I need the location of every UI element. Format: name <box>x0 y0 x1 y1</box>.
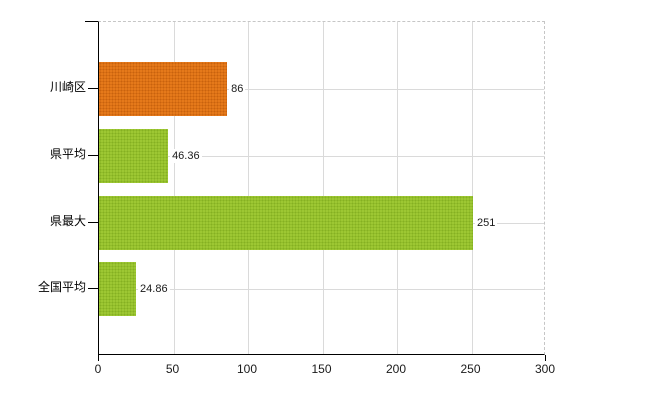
bar-value-label: 86 <box>229 81 246 96</box>
x-tick-label: 250 <box>460 362 481 376</box>
gridline-horizontal <box>99 289 544 291</box>
bar-value-label: 251 <box>474 215 498 230</box>
gridline-vertical <box>248 22 249 354</box>
y-axis-top-tick <box>85 21 98 22</box>
x-tick-label: 100 <box>236 362 258 376</box>
y-axis-tick <box>88 87 98 89</box>
x-axis-tick <box>545 355 546 361</box>
bar-value-label: 46.36 <box>170 148 202 163</box>
x-tick-label: 200 <box>385 362 407 376</box>
gridline-vertical <box>397 22 398 354</box>
y-axis-tick <box>88 221 98 223</box>
y-axis-tick <box>88 154 98 156</box>
category-label: 全国平均 <box>37 280 86 295</box>
x-axis-tick <box>98 355 99 361</box>
category-label: 川崎区 <box>49 79 86 94</box>
gridline-vertical <box>322 22 324 354</box>
bar <box>99 262 137 317</box>
plot-area: 86 46.36 251 24.86 <box>98 21 545 355</box>
x-tick-label: 0 <box>94 362 102 376</box>
bar <box>99 195 473 250</box>
category-label: 県平均 <box>49 146 86 161</box>
y-axis-tick <box>88 288 98 290</box>
category-label: 県最大 <box>49 213 86 228</box>
x-tick-label: 150 <box>311 362 332 376</box>
x-tick-label: 50 <box>165 362 180 376</box>
gridline-vertical <box>471 22 473 354</box>
gridline-vertical <box>173 22 175 354</box>
bar <box>99 128 169 183</box>
x-tick-label: 300 <box>534 362 556 376</box>
gridline-horizontal <box>99 88 544 90</box>
gridline-horizontal <box>99 155 544 157</box>
bar-value-label: 24.86 <box>138 282 170 297</box>
bar <box>99 61 228 116</box>
